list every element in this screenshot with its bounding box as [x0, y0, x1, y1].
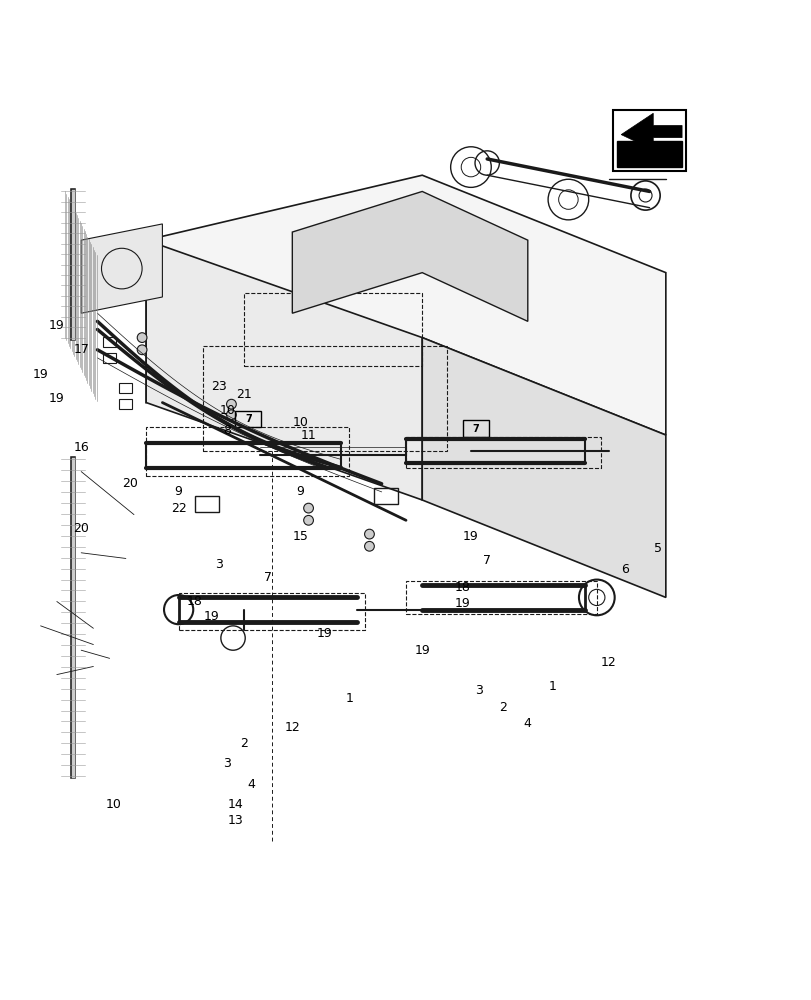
Text: 2: 2	[499, 701, 507, 714]
Text: 19: 19	[454, 597, 470, 610]
Polygon shape	[146, 175, 665, 435]
Polygon shape	[422, 338, 665, 597]
Polygon shape	[146, 240, 422, 500]
Text: 12: 12	[600, 656, 616, 669]
Circle shape	[137, 333, 147, 342]
Text: 4: 4	[247, 778, 255, 791]
Text: 14: 14	[227, 798, 243, 811]
Polygon shape	[292, 191, 527, 321]
Text: 23: 23	[211, 380, 227, 393]
Text: 19: 19	[32, 368, 49, 381]
Text: 16: 16	[73, 441, 89, 454]
Bar	[235, 411, 261, 427]
Bar	[195, 496, 219, 512]
Bar	[103, 353, 116, 363]
Text: 11: 11	[300, 429, 316, 442]
Circle shape	[137, 345, 147, 355]
Text: 10: 10	[219, 404, 235, 417]
Circle shape	[364, 541, 374, 551]
Circle shape	[364, 529, 374, 539]
Circle shape	[303, 503, 313, 513]
Circle shape	[303, 515, 313, 525]
Polygon shape	[81, 224, 162, 313]
Text: 18: 18	[454, 581, 470, 594]
Polygon shape	[616, 141, 681, 167]
Text: 9: 9	[296, 485, 304, 498]
Text: 7: 7	[472, 424, 478, 434]
Circle shape	[226, 399, 236, 409]
Text: 7: 7	[245, 414, 251, 424]
Text: 3: 3	[215, 558, 223, 571]
Text: 19: 19	[49, 319, 65, 332]
Text: 1: 1	[345, 692, 353, 705]
Text: 4: 4	[523, 717, 531, 730]
Text: 18: 18	[187, 595, 203, 608]
Text: 19: 19	[414, 644, 430, 657]
Text: 20: 20	[122, 477, 138, 490]
Text: 10: 10	[292, 416, 308, 429]
Text: 10: 10	[105, 798, 122, 811]
Bar	[373, 488, 397, 504]
Bar	[103, 337, 116, 347]
Text: 3: 3	[474, 684, 483, 697]
Text: 21: 21	[235, 388, 251, 401]
Text: 5: 5	[653, 542, 661, 555]
Text: 7: 7	[483, 554, 491, 567]
Circle shape	[226, 410, 236, 420]
Text: 19: 19	[49, 392, 65, 405]
Bar	[119, 383, 132, 393]
Text: 13: 13	[227, 814, 243, 827]
Text: 15: 15	[292, 530, 308, 543]
Text: 12: 12	[284, 721, 300, 734]
Text: 2: 2	[239, 737, 247, 750]
Bar	[462, 420, 488, 437]
Text: 3: 3	[223, 757, 231, 770]
Text: 19: 19	[316, 627, 333, 640]
Text: 19: 19	[462, 530, 478, 543]
Text: 17: 17	[73, 343, 89, 356]
Bar	[612, 110, 685, 171]
Text: 7: 7	[264, 571, 272, 584]
Text: 22: 22	[170, 502, 187, 515]
Text: 6: 6	[620, 563, 629, 576]
Text: 8: 8	[223, 424, 231, 437]
Bar	[119, 399, 132, 409]
Text: 9: 9	[174, 485, 182, 498]
Text: 1: 1	[547, 680, 556, 693]
Text: 19: 19	[203, 610, 219, 623]
Text: 20: 20	[73, 522, 89, 535]
Polygon shape	[620, 113, 681, 150]
